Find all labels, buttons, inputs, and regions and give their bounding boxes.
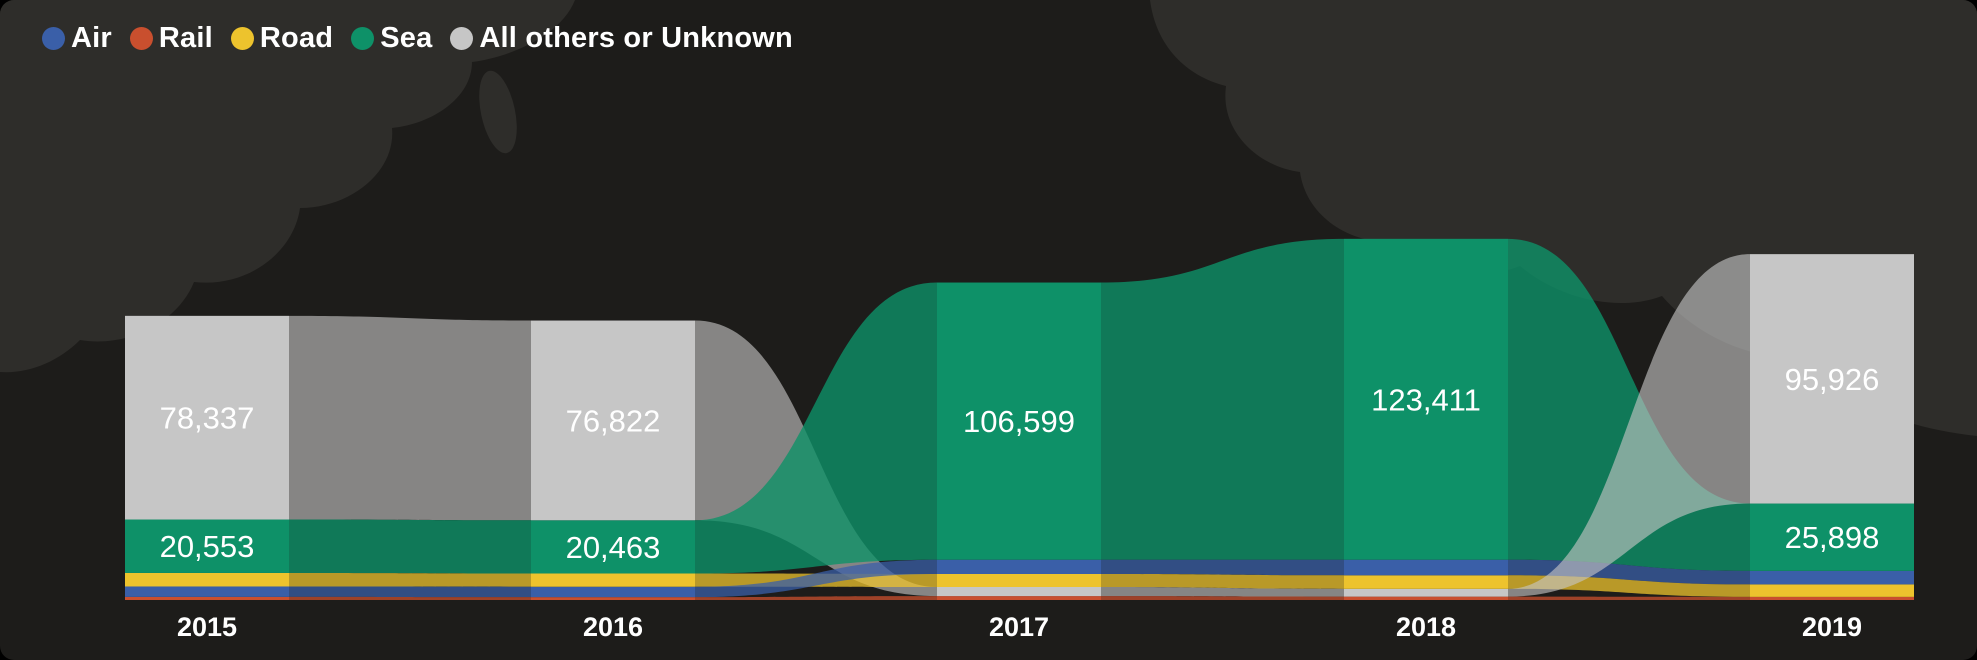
bar-all-others-or-unknown-2018[interactable]: [1344, 588, 1508, 597]
x-axis-label-2016: 2016: [583, 612, 643, 642]
bar-all-others-or-unknown-2016[interactable]: [531, 320, 695, 521]
bar-sea-2017[interactable]: [937, 282, 1101, 560]
legend-item-rail[interactable]: Rail: [129, 22, 213, 55]
x-axis-label-2019: 2019: [1802, 612, 1862, 642]
bar-all-others-or-unknown-2019[interactable]: [1750, 254, 1914, 504]
ribbon-all-others-or-unknown-2017-2018[interactable]: [1101, 587, 1344, 597]
value-label: 76,822: [566, 403, 661, 438]
legend-label-all-others: All others or Unknown: [479, 22, 793, 54]
bar-road-2019[interactable]: [1750, 584, 1914, 597]
legend-label-air: Air: [71, 22, 112, 54]
bar-rail-2018[interactable]: [1344, 596, 1508, 600]
value-label: 25,898: [1785, 520, 1880, 555]
legend-item-air[interactable]: Air: [42, 22, 112, 55]
bar-rail-2017[interactable]: [937, 596, 1101, 600]
bar-air-2017[interactable]: [937, 559, 1101, 574]
bar-air-2015[interactable]: [125, 586, 289, 597]
bar-air-2016[interactable]: [531, 586, 695, 598]
legend-label-sea: Sea: [380, 22, 433, 54]
legend: Air Rail Road Sea All others or Unknown: [42, 22, 793, 55]
bar-all-others-or-unknown-2017[interactable]: [937, 587, 1101, 597]
bar-sea-2018[interactable]: [1344, 238, 1508, 560]
ribbon-sea-2016-2017[interactable]: [695, 282, 937, 574]
x-axis-label-2018: 2018: [1396, 612, 1456, 642]
bar-air-2018[interactable]: [1344, 559, 1508, 576]
value-label: 20,553: [160, 529, 255, 564]
ribbon-rail-2015-2016[interactable]: [289, 596, 531, 600]
ribbon-sea-2015-2016[interactable]: [289, 519, 531, 574]
legend-swatch-road: [230, 27, 254, 50]
x-axis-label-2017: 2017: [989, 612, 1049, 642]
legend-swatch-sea: [351, 27, 375, 50]
ribbon-road-2015-2016[interactable]: [289, 572, 531, 587]
value-label: 106,599: [963, 404, 1075, 439]
legend-item-all-others-or-unknown[interactable]: All others or Unknown: [450, 22, 793, 55]
value-label: 20,463: [566, 530, 661, 565]
bar-road-2016[interactable]: [531, 573, 695, 587]
bar-road-2017[interactable]: [937, 574, 1101, 587]
ribbon-rail-2018-2019[interactable]: [1508, 596, 1750, 600]
value-label: 78,337: [160, 401, 255, 436]
ribbon-road-2017-2018[interactable]: [1101, 574, 1344, 589]
legend-item-sea[interactable]: Sea: [351, 22, 432, 55]
ribbon-rail-2017-2018[interactable]: [1101, 596, 1344, 600]
legend-swatch-all-others: [450, 27, 474, 50]
bar-rail-2016[interactable]: [531, 597, 695, 600]
legend-swatch-air: [42, 27, 65, 50]
ribbon-all-others-or-unknown-2018-2019[interactable]: [1508, 254, 1750, 597]
bar-sea-2015[interactable]: [125, 519, 289, 573]
x-axis-label-2015: 2015: [177, 612, 237, 642]
value-label: 95,926: [1785, 362, 1880, 397]
bar-road-2018[interactable]: [1344, 575, 1508, 589]
ribbon-air-2016-2017[interactable]: [695, 559, 937, 598]
ribbon-air-2017-2018[interactable]: [1101, 559, 1344, 576]
bar-all-others-or-unknown-2015[interactable]: [125, 315, 289, 520]
ribbon-sea-2017-2018[interactable]: [1101, 238, 1344, 560]
ribbon-rail-2016-2017[interactable]: [695, 596, 937, 600]
bar-sea-2016[interactable]: [531, 520, 695, 574]
legend-swatch-rail: [129, 27, 153, 50]
bar-road-2015[interactable]: [125, 572, 289, 587]
value-label: 123,411: [1371, 382, 1481, 417]
bar-sea-2019[interactable]: [1750, 503, 1914, 571]
bar-rail-2019[interactable]: [1750, 596, 1914, 600]
ribbon-air-2015-2016[interactable]: [289, 586, 531, 598]
legend-label-road: Road: [259, 22, 334, 54]
legend-item-road[interactable]: Road: [230, 22, 334, 55]
ribbon-all-others-or-unknown-2015-2016[interactable]: [289, 315, 531, 521]
legend-label-rail: Rail: [158, 22, 213, 54]
bar-air-2019[interactable]: [1750, 570, 1914, 585]
bar-rail-2015[interactable]: [125, 596, 289, 600]
